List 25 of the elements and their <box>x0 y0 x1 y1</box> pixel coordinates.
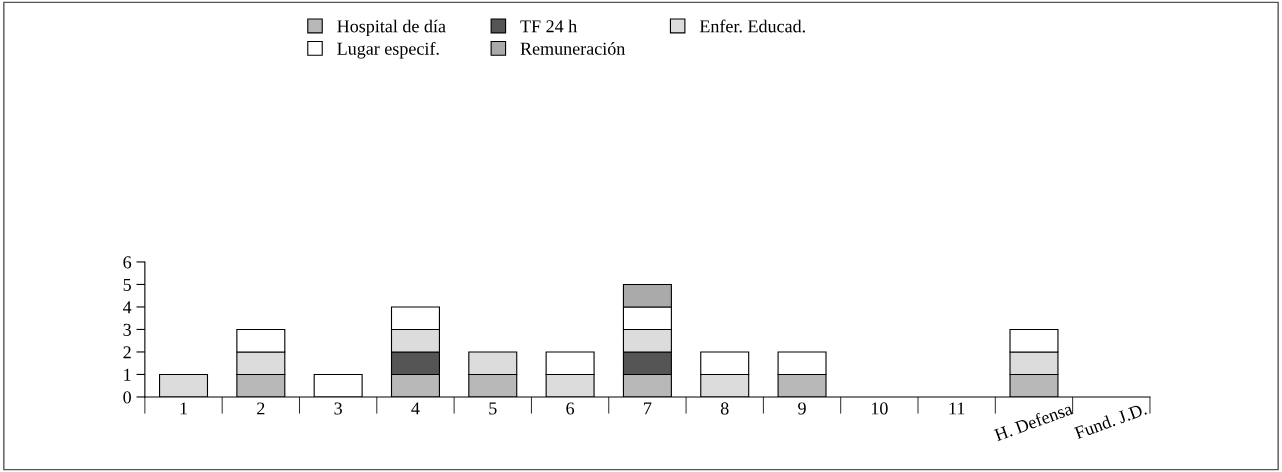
x-tick-label: 1 <box>180 402 187 415</box>
x-tick-label: 4 <box>411 402 420 415</box>
x-tick-label: Fund. J.D. <box>1073 402 1148 440</box>
y-tick-label: 0 <box>123 391 131 404</box>
x-tick-label: 9 <box>798 402 806 415</box>
y-tick-label: 4 <box>123 301 132 314</box>
x-tick-label: 7 <box>644 402 652 415</box>
x-tick-label: 3 <box>334 402 342 415</box>
legend-label: Hospital de día <box>337 19 446 37</box>
legend-label: TF 24 h <box>520 19 577 33</box>
legend-label: Lugar especif. <box>337 41 439 59</box>
x-tick-label: 10 <box>871 402 888 415</box>
y-tick-label: 5 <box>123 278 131 291</box>
x-tick-label: 11 <box>949 402 965 415</box>
legend-label: Enfer. Educad. <box>699 19 805 33</box>
y-tick-label: 1 <box>124 368 131 381</box>
x-tick-label: H. Defensa <box>993 401 1074 442</box>
x-tick-label: 2 <box>257 402 265 415</box>
x-tick-label: 5 <box>489 402 497 415</box>
y-tick-label: 6 <box>123 256 132 269</box>
x-tick-label: 6 <box>566 402 575 415</box>
y-tick-label: 2 <box>123 346 131 359</box>
legend-label: Remuneración <box>520 42 626 55</box>
y-tick-label: 3 <box>123 323 131 336</box>
x-tick-label: 8 <box>720 402 729 415</box>
